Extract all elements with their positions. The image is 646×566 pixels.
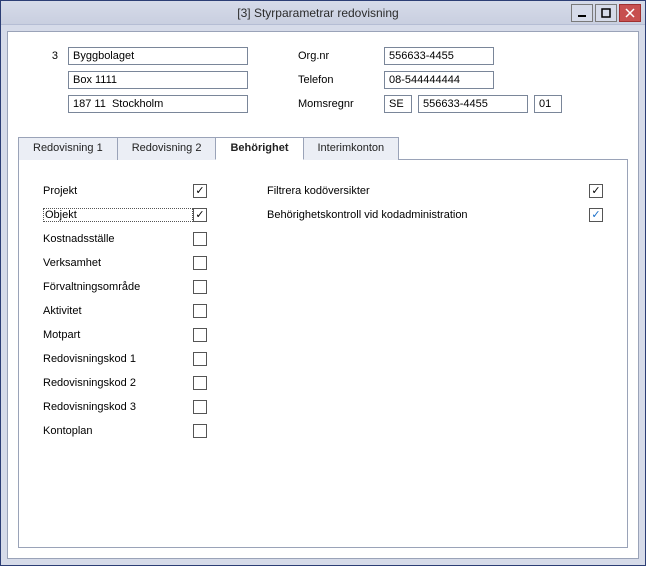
- check-row-projekt: Projekt: [43, 182, 207, 200]
- orgnr-field[interactable]: [384, 47, 494, 65]
- titlebar: [3] Styrparametrar redovisning: [1, 1, 645, 25]
- moms-cc-field[interactable]: [384, 95, 412, 113]
- check-row-beh-righetskontroll-vid-kodadministration: Behörighetskontroll vid kodadministratio…: [267, 206, 603, 224]
- tab-behorighet[interactable]: Behörighet: [215, 137, 303, 160]
- header-area: 3 Org.nr Telefon: [18, 46, 628, 114]
- check-row-aktivitet: Aktivitet: [43, 302, 207, 320]
- window-title: [3] Styrparametrar redovisning: [65, 6, 571, 20]
- check-row-verksamhet: Verksamhet: [43, 254, 207, 272]
- moms-no-field[interactable]: [418, 95, 528, 113]
- check-label: Projekt: [43, 185, 193, 197]
- check-row-filtrera-kod-versikter: Filtrera kodöversikter: [267, 182, 603, 200]
- window-buttons: [571, 4, 641, 22]
- orgnr-label: Org.nr: [298, 50, 378, 62]
- tab-interimkonton[interactable]: Interimkonton: [303, 137, 400, 160]
- check-label: Filtrera kodöversikter: [267, 185, 589, 197]
- checkbox-f-rvaltningsomr-de[interactable]: [193, 280, 207, 294]
- tab-body: Projekt Objekt Kostnadsställe Verksamhet För…: [18, 160, 628, 548]
- check-row-kontoplan: Kontoplan: [43, 422, 207, 440]
- checkbox-motpart[interactable]: [193, 328, 207, 342]
- checkbox-aktivitet[interactable]: [193, 304, 207, 318]
- moms-suffix-field[interactable]: [534, 95, 562, 113]
- org-column: Org.nr Telefon Momsregnr: [298, 46, 562, 114]
- company-name-field[interactable]: [68, 47, 248, 65]
- check-label: Kontoplan: [43, 425, 193, 437]
- tab-redovisning-2[interactable]: Redovisning 2: [117, 137, 217, 160]
- check-label: Motpart: [43, 329, 193, 341]
- left-check-column: Projekt Objekt Kostnadsställe Verksamhet För…: [43, 182, 207, 525]
- checkbox-filtrera-kod-versikter[interactable]: [589, 184, 603, 198]
- phone-label: Telefon: [298, 74, 378, 86]
- check-label: Kostnadsställe: [43, 233, 193, 245]
- checkbox-projekt[interactable]: [193, 184, 207, 198]
- check-label: Förvaltningsområde: [43, 281, 193, 293]
- checkbox-redovisningskod-1[interactable]: [193, 352, 207, 366]
- check-row-f-rvaltningsomr-de: Förvaltningsområde: [43, 278, 207, 296]
- checkbox-redovisningskod-3[interactable]: [193, 400, 207, 414]
- check-label: Redovisningskod 3: [43, 401, 193, 413]
- client-area: 3 Org.nr Telefon: [7, 31, 639, 559]
- minimize-button[interactable]: [571, 4, 593, 22]
- checkbox-kontoplan[interactable]: [193, 424, 207, 438]
- company-column: 3: [18, 46, 248, 114]
- check-row-redovisningskod-2: Redovisningskod 2: [43, 374, 207, 392]
- maximize-button[interactable]: [595, 4, 617, 22]
- tab-redovisning-1[interactable]: Redovisning 1: [18, 137, 118, 160]
- tab-strip: Redovisning 1 Redovisning 2 Behörighet I…: [18, 136, 628, 160]
- check-label: Behörighetskontroll vid kodadministratio…: [267, 209, 589, 221]
- check-label: Objekt: [43, 208, 193, 222]
- check-label: Verksamhet: [43, 257, 193, 269]
- phone-field[interactable]: [384, 71, 494, 89]
- check-label: Redovisningskod 2: [43, 377, 193, 389]
- close-button[interactable]: [619, 4, 641, 22]
- check-label: Redovisningskod 1: [43, 353, 193, 365]
- company-number: 3: [18, 50, 62, 62]
- check-row-kostnadsst-lle: Kostnadsställe: [43, 230, 207, 248]
- checkbox-objekt[interactable]: [193, 208, 207, 222]
- check-row-motpart: Motpart: [43, 326, 207, 344]
- check-row-redovisningskod-1: Redovisningskod 1: [43, 350, 207, 368]
- app-window: [3] Styrparametrar redovisning 3: [0, 0, 646, 566]
- check-row-objekt: Objekt: [43, 206, 207, 224]
- company-address-field[interactable]: [68, 71, 248, 89]
- checkbox-beh-righetskontroll-vid-kodadministration[interactable]: [589, 208, 603, 222]
- check-row-redovisningskod-3: Redovisningskod 3: [43, 398, 207, 416]
- checkbox-verksamhet[interactable]: [193, 256, 207, 270]
- moms-label: Momsregnr: [298, 98, 378, 110]
- check-label: Aktivitet: [43, 305, 193, 317]
- checkbox-kostnadsst-lle[interactable]: [193, 232, 207, 246]
- company-city-field[interactable]: [68, 95, 248, 113]
- checkbox-redovisningskod-2[interactable]: [193, 376, 207, 390]
- right-check-column: Filtrera kodöversikter Behörighetskontrol…: [267, 182, 603, 525]
